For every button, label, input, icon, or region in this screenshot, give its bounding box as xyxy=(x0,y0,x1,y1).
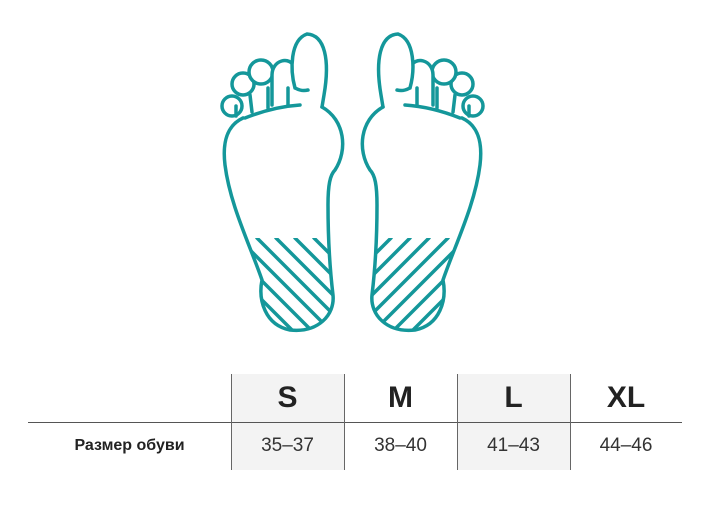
divider xyxy=(344,374,345,470)
size-header-l: L xyxy=(457,374,570,422)
left-foot-icon xyxy=(220,32,345,332)
range-xl: 44–46 xyxy=(599,435,653,456)
divider xyxy=(570,374,571,470)
divider xyxy=(457,374,458,470)
row-label: Размер обуви xyxy=(74,437,185,454)
size-header-s: S xyxy=(231,374,344,422)
feet-illustration xyxy=(220,32,715,360)
divider xyxy=(231,374,232,470)
range-m: 38–40 xyxy=(374,435,427,456)
size-header-xl: XL xyxy=(606,381,646,414)
hatch-line xyxy=(274,238,343,331)
divider xyxy=(28,422,682,423)
range-l: 41–43 xyxy=(457,422,570,470)
size-header-m: M xyxy=(388,381,413,414)
hatch-line xyxy=(293,238,343,331)
range-s: 35–37 xyxy=(231,422,344,470)
